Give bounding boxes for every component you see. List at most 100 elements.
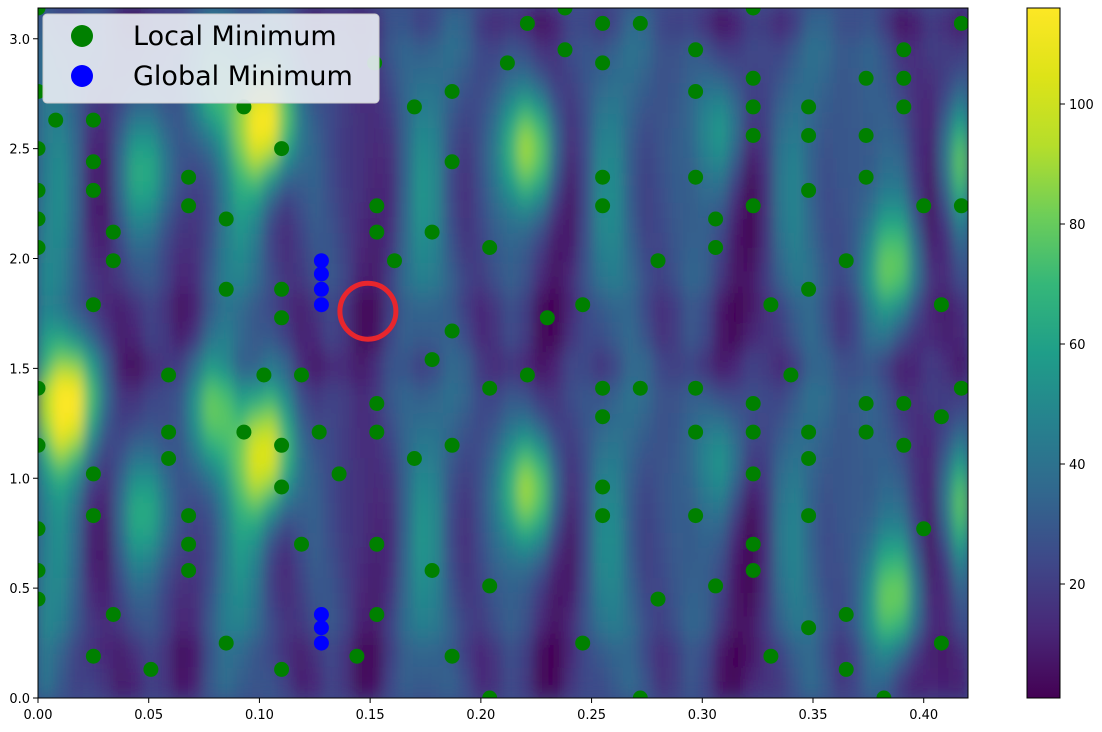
heatmap-cell [458,173,474,189]
heatmap-cell [788,113,804,129]
heatmap-cell [428,668,444,684]
heatmap-cell [548,218,564,234]
heatmap-cell [518,278,534,294]
heatmap-cell [188,653,204,669]
heatmap-cell [548,203,564,219]
heatmap-cell [308,173,324,189]
heatmap-cell [953,83,968,99]
heatmap-cell [653,668,669,684]
heatmap-cell [893,218,909,234]
heatmap-cell [938,608,954,624]
heatmap-cell [323,428,339,444]
heatmap-cell [503,488,519,504]
heatmap-cell [818,98,834,114]
heatmap-cell [143,293,159,309]
heatmap-cell [428,338,444,354]
heatmap-cell [218,503,234,519]
heatmap-cell [608,518,624,534]
heatmap-cell [173,113,189,129]
heatmap-cell [413,683,429,698]
heatmap-cell [113,488,129,504]
heatmap-cell [188,158,204,174]
heatmap-cell [698,563,714,579]
heatmap-cell [143,353,159,369]
heatmap-cell [863,323,879,339]
heatmap-cell [488,113,504,129]
heatmap-cell [518,53,534,69]
heatmap-cell [53,668,69,684]
heatmap-cell [788,443,804,459]
heatmap-cell [623,188,639,204]
heatmap-cell [53,353,69,369]
heatmap-cell [83,548,99,564]
heatmap-cell [548,653,564,669]
heatmap-cell [398,608,414,624]
heatmap-cell [203,278,219,294]
heatmap-cell [233,248,249,264]
heatmap-cell [818,563,834,579]
heatmap-cell [443,23,459,39]
heatmap-cell [113,338,129,354]
heatmap-cell [38,293,54,309]
local-minimum-point [482,690,498,698]
heatmap-cell [338,143,354,159]
heatmap-cell [533,143,549,159]
heatmap-cell [83,338,99,354]
heatmap-cell [788,488,804,504]
heatmap-cell [323,593,339,609]
heatmap-cell [638,248,654,264]
heatmap-cell [308,398,324,414]
heatmap-cell [683,548,699,564]
heatmap-cell [683,338,699,354]
heatmap-cell [953,38,968,54]
heatmap-cell [218,293,234,309]
local-minimum-point [387,253,402,269]
heatmap-cell [473,488,489,504]
heatmap-cell [608,443,624,459]
heatmap-cell [263,593,279,609]
heatmap-cell [353,593,369,609]
heatmap-cell [68,338,84,354]
heatmap-cell [53,128,69,144]
heatmap-cell [623,623,639,639]
heatmap-cell [218,578,234,594]
heatmap-cell [653,83,669,99]
heatmap-cell [953,623,968,639]
heatmap-cell [713,563,729,579]
heatmap-cell [218,368,234,384]
heatmap-cell [128,368,144,384]
heatmap-cell [233,593,249,609]
heatmap-cell [233,368,249,384]
heatmap-cell [128,443,144,459]
heatmap-cell [68,173,84,189]
heatmap-cell [398,248,414,264]
heatmap-cell [728,533,744,549]
heatmap-cell [788,623,804,639]
heatmap-cell [68,353,84,369]
heatmap-cell [818,323,834,339]
heatmap-cell [338,503,354,519]
local-minimum-point [745,536,761,552]
heatmap-cell [533,488,549,504]
heatmap-cell [293,518,309,534]
heatmap-cell [563,668,579,684]
heatmap-cell [383,113,399,129]
heatmap-cell [38,368,54,384]
heatmap-cell [518,473,534,489]
heatmap-cell [938,8,954,24]
heatmap-cell [818,53,834,69]
heatmap-cell [338,203,354,219]
local-minimum-point [745,128,761,143]
heatmap-cell [953,578,968,594]
heatmap-cell [953,353,968,369]
heatmap-cell [878,83,894,99]
heatmap-cell [278,203,294,219]
heatmap-cell [938,188,954,204]
heatmap-cell [803,143,819,159]
heatmap-cell [713,488,729,504]
heatmap-cell [563,443,579,459]
heatmap-cell [563,608,579,624]
heatmap-cell [263,578,279,594]
heatmap-cell [458,563,474,579]
heatmap-cell [758,23,774,39]
